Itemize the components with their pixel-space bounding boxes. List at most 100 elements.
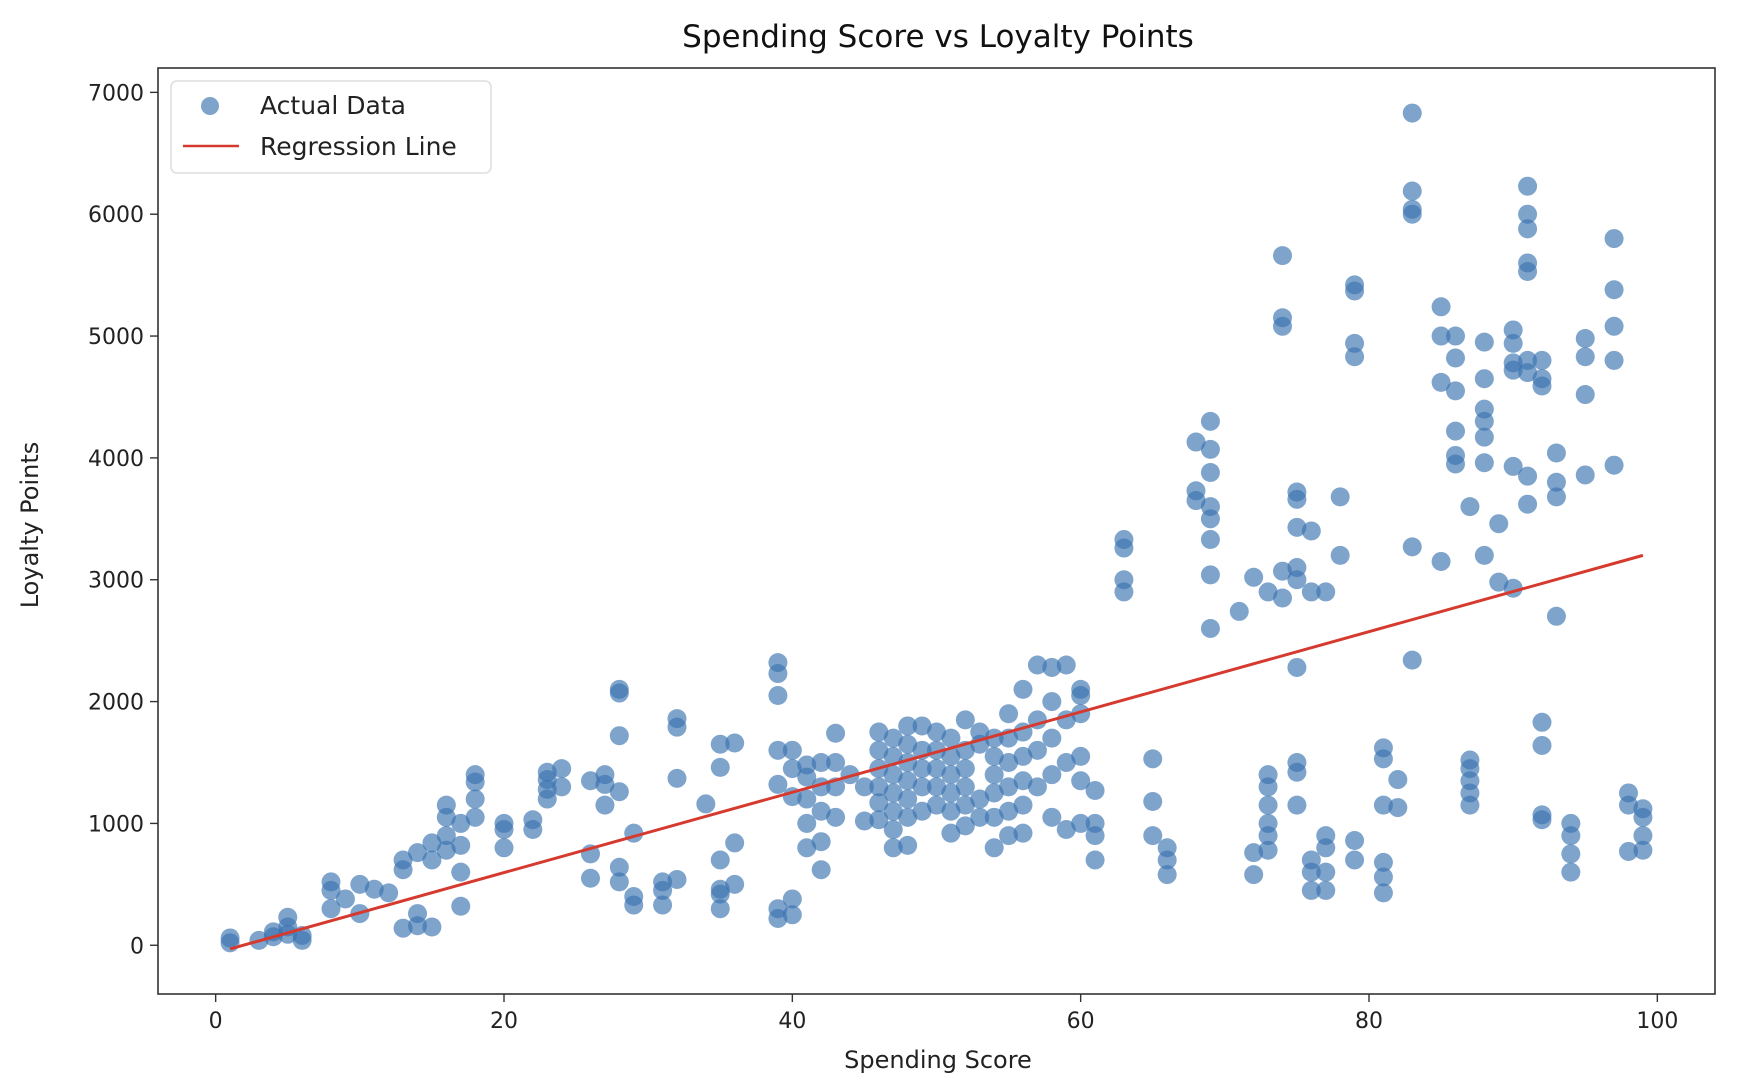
data-point — [999, 801, 1019, 821]
data-point — [1316, 862, 1336, 882]
data-point — [797, 838, 817, 858]
data-point — [869, 777, 889, 797]
data-point — [1633, 840, 1653, 860]
data-point — [1388, 798, 1408, 818]
data-point — [1316, 582, 1336, 602]
y-tick-label: 1000 — [88, 812, 144, 837]
data-point — [768, 774, 788, 794]
data-point — [335, 889, 355, 909]
data-point — [696, 794, 716, 814]
plot-frame — [157, 67, 1716, 995]
data-point — [1604, 455, 1624, 475]
data-point — [451, 813, 471, 833]
data-point — [1013, 679, 1033, 699]
data-point — [941, 783, 961, 803]
data-point — [1200, 497, 1220, 517]
data-point — [1474, 399, 1494, 419]
data-point — [782, 759, 802, 779]
data-point — [912, 801, 932, 821]
data-point — [1518, 204, 1538, 224]
legend-label-regression-line: Regression Line — [260, 132, 457, 161]
data-point — [1157, 838, 1177, 858]
data-point — [1042, 807, 1062, 827]
data-point — [1013, 795, 1033, 815]
data-point — [811, 832, 831, 852]
data-point — [1446, 326, 1465, 346]
data-point — [1446, 445, 1465, 465]
x-tick-label: 40 — [778, 1009, 806, 1034]
data-point — [768, 899, 788, 919]
data-point — [984, 807, 1004, 827]
data-point — [1489, 514, 1509, 534]
data-point — [609, 782, 629, 802]
data-point — [494, 838, 514, 858]
data-point — [1402, 199, 1422, 219]
data-point — [984, 783, 1004, 803]
data-point — [1474, 369, 1494, 389]
data-point — [1575, 328, 1595, 348]
data-point — [912, 716, 932, 736]
data-point — [1071, 704, 1091, 724]
data-point — [436, 826, 456, 846]
data-point — [1431, 372, 1451, 392]
data-point — [494, 813, 514, 833]
data-point — [624, 887, 644, 907]
data-point — [955, 759, 975, 779]
data-point — [451, 835, 471, 855]
data-point — [350, 874, 370, 894]
data-point — [1373, 883, 1393, 903]
data-point — [1402, 103, 1422, 123]
data-point — [1518, 219, 1538, 239]
data-point — [782, 740, 802, 760]
data-point — [1042, 765, 1062, 785]
data-point — [1143, 826, 1163, 846]
data-point — [1056, 655, 1076, 675]
data-point — [768, 740, 788, 760]
data-point — [1330, 487, 1350, 507]
data-point — [811, 801, 831, 821]
data-point — [854, 777, 874, 797]
data-point — [1200, 565, 1220, 585]
data-point — [710, 850, 730, 870]
data-point — [1546, 443, 1566, 463]
data-point — [1575, 347, 1595, 367]
x-axis-label: Spending Score — [844, 1046, 1032, 1074]
data-point — [1489, 572, 1509, 592]
data-point — [912, 777, 932, 797]
data-point — [1345, 347, 1365, 367]
data-point — [1200, 463, 1220, 483]
data-point — [321, 872, 341, 892]
data-point — [436, 840, 456, 860]
data-point — [1474, 545, 1494, 565]
regression-layer — [229, 553, 1644, 951]
data-point — [1071, 746, 1091, 766]
data-point — [1143, 791, 1163, 811]
data-point — [883, 801, 903, 821]
data-point — [1071, 771, 1091, 791]
data-point — [1373, 795, 1393, 815]
data-point — [1013, 746, 1033, 766]
data-point — [999, 704, 1019, 724]
data-point — [465, 789, 485, 809]
data-point — [1085, 850, 1105, 870]
data-point — [1042, 657, 1062, 677]
data-point — [1345, 275, 1365, 295]
data-point — [1604, 316, 1624, 336]
data-point — [1287, 517, 1307, 537]
data-point — [984, 746, 1004, 766]
data-point — [883, 838, 903, 858]
data-point — [1446, 381, 1465, 401]
data-point — [1575, 385, 1595, 405]
data-point — [710, 879, 730, 899]
data-point — [1316, 880, 1336, 900]
data-point — [1200, 530, 1220, 550]
data-point — [1143, 749, 1163, 769]
data-point — [912, 759, 932, 779]
y-tick-label: 2000 — [88, 691, 144, 716]
legend-box — [170, 80, 492, 174]
data-point — [408, 843, 427, 863]
data-point — [826, 807, 846, 827]
data-point — [653, 895, 673, 915]
data-point — [854, 811, 874, 831]
data-point — [725, 874, 745, 894]
